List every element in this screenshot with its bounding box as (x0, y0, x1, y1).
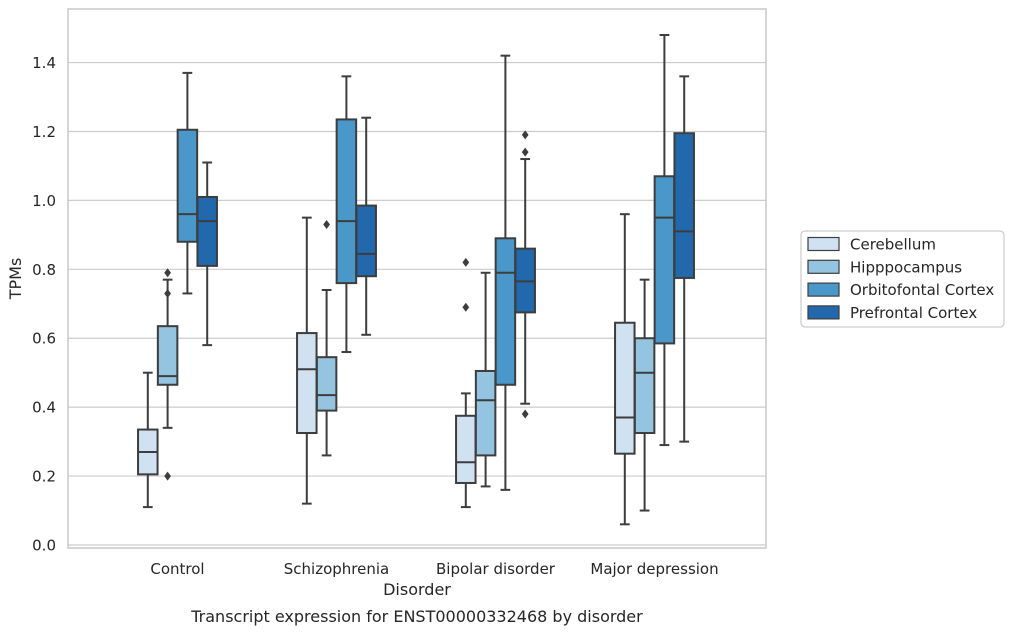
box-body (653, 175, 676, 345)
legend-label: Hipppocampus (850, 258, 962, 276)
box-body (296, 332, 318, 435)
box-cerebellum-0 (137, 371, 159, 509)
box-orbitofontal-cortex-3 (653, 33, 676, 447)
box-body (335, 118, 358, 285)
y-tick-label: 0.0 (32, 537, 56, 555)
box-body (474, 369, 497, 457)
box-cerebellum-3 (614, 213, 636, 526)
outlier-point (323, 220, 330, 230)
box-body (355, 204, 377, 278)
legend-label: Cerebellum (850, 236, 936, 254)
outlier-point (521, 409, 529, 419)
box-body (673, 132, 695, 279)
box-prefrontal-cortex-2 (514, 130, 536, 419)
box-body (315, 356, 338, 412)
box-hipppocampus-1 (315, 220, 338, 457)
y-tick-label: 0.8 (32, 261, 56, 279)
box-orbitofontal-cortex-1 (335, 75, 358, 354)
box-hipppocampus-0 (156, 268, 179, 481)
outlier-point (462, 257, 470, 267)
box-prefrontal-cortex-0 (196, 161, 218, 347)
x-axis-label: Disorder (383, 580, 451, 599)
box-prefrontal-cortex-1 (355, 116, 377, 336)
box-hipppocampus-3 (633, 278, 656, 512)
box-body (156, 325, 179, 386)
outlier-point (462, 302, 470, 312)
x-tick-label: Schizophrenia (284, 560, 389, 578)
y-tick-label: 1.0 (32, 192, 56, 210)
box-body (614, 321, 636, 455)
box-body (455, 414, 477, 484)
box-body (633, 337, 656, 435)
box-body (196, 195, 218, 267)
legend: Cerebellum Hipppocampus Orbitofontal Corte… (800, 230, 1005, 328)
legend-swatch (807, 282, 840, 297)
x-tick-label: Control (150, 560, 204, 578)
y-tick-labels: 0.0 0.2 0.4 0.6 0.8 1.0 1.2 1.4 (32, 54, 56, 554)
outlier-point (164, 288, 171, 298)
y-tick-label: 0.4 (32, 399, 56, 417)
box-body (176, 128, 199, 243)
y-tick-label: 1.2 (32, 123, 56, 141)
legend-label: Prefrontal Cortex (850, 304, 977, 322)
box-cerebellum-2 (455, 257, 477, 509)
legend-frame (800, 230, 1005, 328)
outlier-point (164, 471, 171, 481)
plot-frame (67, 8, 767, 549)
box-cerebellum-1 (296, 216, 318, 505)
y-tick-label: 0.6 (32, 330, 56, 348)
outlier-point (164, 268, 171, 278)
box-orbitofontal-cortex-2 (494, 54, 517, 491)
outlier-point (521, 130, 529, 140)
y-tick-label: 1.4 (32, 54, 56, 72)
x-tick-label: Major depression (590, 560, 718, 578)
box-orbitofontal-cortex-0 (176, 71, 199, 295)
outlier-point (521, 147, 529, 157)
legend-swatch (807, 259, 840, 274)
legend-swatch (807, 236, 840, 252)
legend-label: Orbitofontal Cortex (850, 281, 994, 299)
box-series (137, 33, 695, 526)
y-axis-label: TPMs (6, 258, 25, 301)
x-tick-labels: Control Schizophrenia Bipolar disorder Majo… (150, 560, 718, 578)
box-prefrontal-cortex-3 (673, 75, 695, 443)
box-hipppocampus-2 (474, 271, 497, 488)
y-tick-label: 0.2 (32, 468, 56, 486)
x-tick-label: Bipolar disorder (436, 560, 556, 578)
legend-swatch (807, 305, 840, 320)
box-body (494, 237, 517, 386)
chart-caption: Transcript expression for ENST0000033246… (190, 607, 643, 626)
